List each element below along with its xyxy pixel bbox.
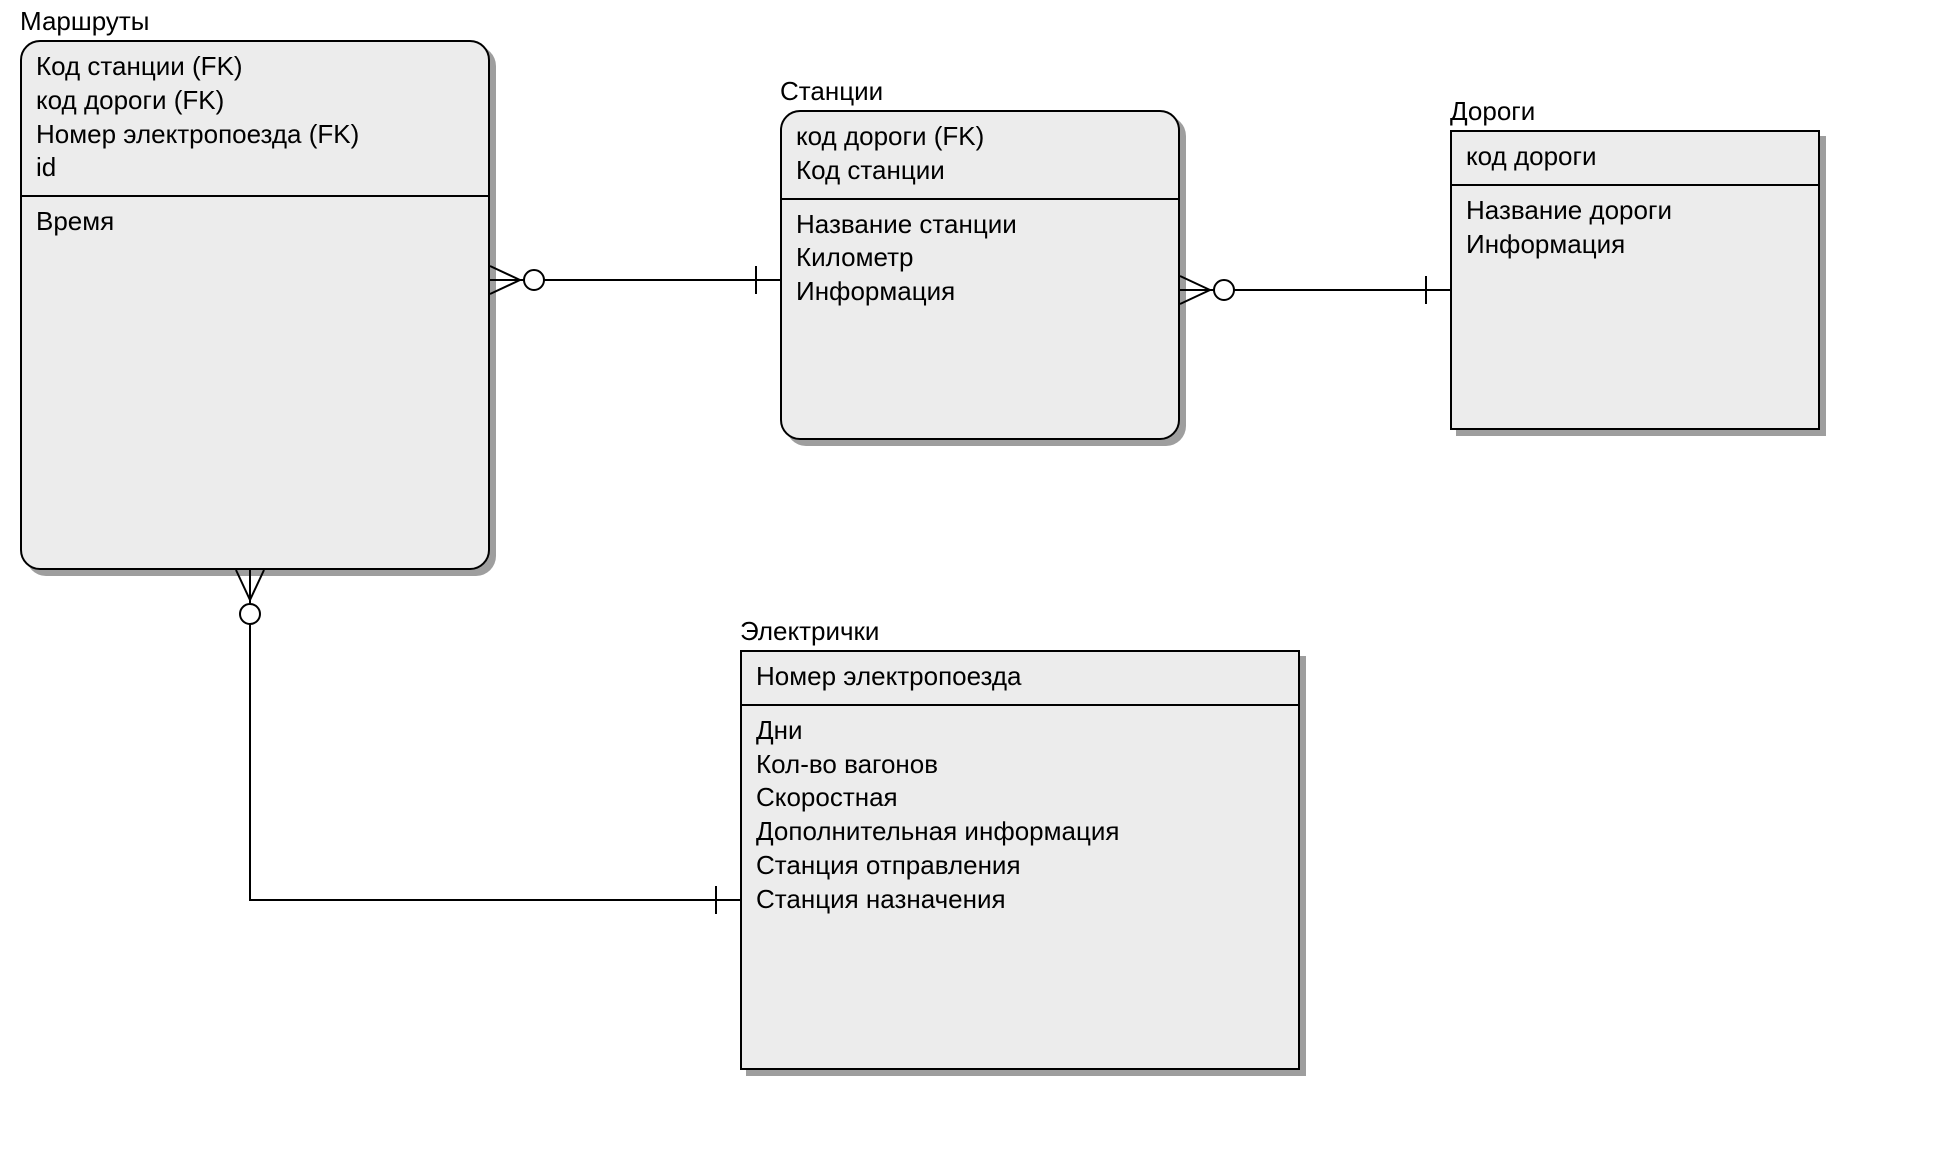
key-field: код дороги (1466, 140, 1804, 174)
attr-field: Кол-во вагонов (756, 748, 1284, 782)
entity-trains: Электрички Номер электропоезда Дни Кол-в… (740, 650, 1300, 1070)
attr-field: Километр (796, 241, 1164, 275)
crowfoot-routes-stations-from (490, 266, 544, 294)
key-field: id (36, 151, 474, 185)
entity-box: код дороги (FK) Код станции Название ста… (780, 110, 1180, 440)
attr-field: Дни (756, 714, 1284, 748)
entity-routes-attrs: Время (22, 197, 488, 249)
entity-stations-attrs: Название станции Километр Информация (782, 200, 1178, 319)
entity-stations-title: Станции (780, 76, 883, 107)
edge-routes-trains (250, 570, 740, 900)
attr-field: Информация (796, 275, 1164, 309)
entity-box: код дороги Название дороги Информация (1450, 130, 1820, 430)
crowfoot-routes-trains-from (236, 570, 264, 624)
entity-box: Код станции (FK) код дороги (FK) Номер э… (20, 40, 490, 570)
entity-trains-keys: Номер электропоезда (742, 652, 1298, 706)
entity-roads-title: Дороги (1450, 96, 1535, 127)
er-diagram-canvas: Маршруты Код станции (FK) код дороги (FK… (0, 0, 1948, 1158)
key-field: Номер электропоезда (FK) (36, 118, 474, 152)
key-field: Номер электропоезда (756, 660, 1284, 694)
entity-roads: Дороги код дороги Название дороги Информ… (1450, 130, 1820, 430)
entity-box: Номер электропоезда Дни Кол-во вагонов С… (740, 650, 1300, 1070)
entity-roads-attrs: Название дороги Информация (1452, 186, 1818, 272)
attr-field: Время (36, 205, 474, 239)
entity-routes-title: Маршруты (20, 6, 150, 37)
attr-field: Станция назначения (756, 883, 1284, 917)
entity-routes: Маршруты Код станции (FK) код дороги (FK… (20, 40, 490, 570)
entity-stations-keys: код дороги (FK) Код станции (782, 112, 1178, 200)
key-field: код дороги (FK) (36, 84, 474, 118)
attr-field: Информация (1466, 228, 1804, 262)
attr-field: Станция отправления (756, 849, 1284, 883)
attr-field: Скоростная (756, 781, 1284, 815)
entity-trains-title: Электрички (740, 616, 879, 647)
key-field: код дороги (FK) (796, 120, 1164, 154)
entity-roads-keys: код дороги (1452, 132, 1818, 186)
entity-routes-keys: Код станции (FK) код дороги (FK) Номер э… (22, 42, 488, 197)
attr-field: Название дороги (1466, 194, 1804, 228)
attr-field: Название станции (796, 208, 1164, 242)
crowfoot-stations-roads-from (1180, 276, 1234, 304)
entity-trains-attrs: Дни Кол-во вагонов Скоростная Дополнител… (742, 706, 1298, 927)
attr-field: Дополнительная информация (756, 815, 1284, 849)
key-field: Код станции (FK) (36, 50, 474, 84)
entity-stations: Станции код дороги (FK) Код станции Назв… (780, 110, 1180, 440)
key-field: Код станции (796, 154, 1164, 188)
